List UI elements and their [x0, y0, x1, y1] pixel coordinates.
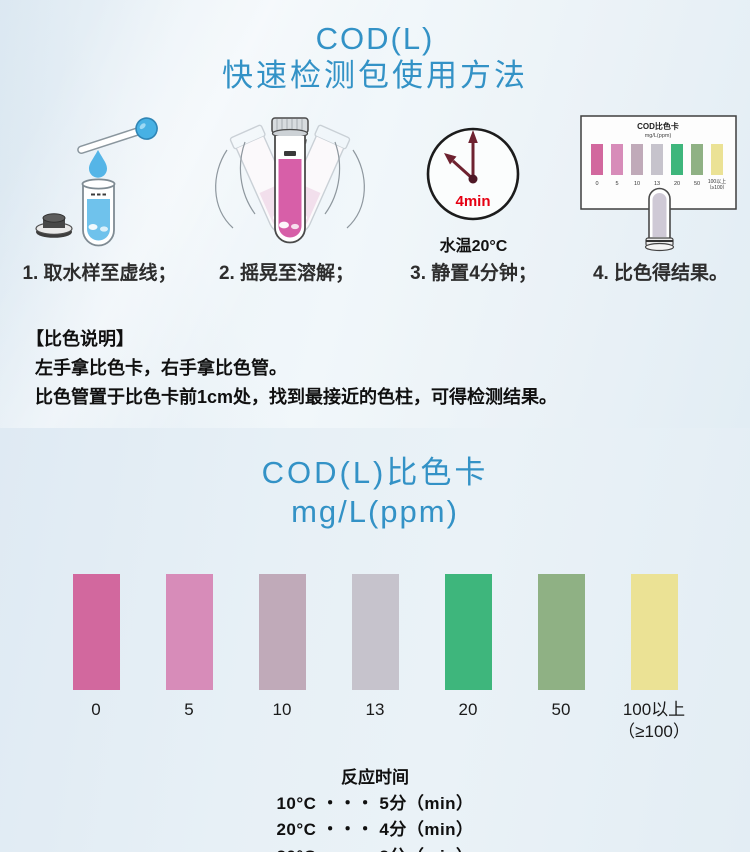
swatch-6-label-line1: 100以上 — [622, 699, 686, 719]
swatch-2 — [258, 573, 306, 690]
swatch-4-label: 20 — [458, 699, 478, 719]
swatch-col-3: 13 — [351, 573, 399, 743]
mini-swatch-1 — [611, 143, 623, 175]
swatch-1 — [165, 573, 213, 690]
color-card-unit: mg/L(ppm) — [291, 493, 459, 529]
step-4: COD比色卡 mg/L(ppm) 0 5 10 1 — [567, 106, 750, 285]
swatch-col-4: 20 — [444, 573, 492, 743]
color-card-title: COD(L)比色卡 — [261, 455, 489, 490]
reaction-time-line-10c: 10°C ・・・ 5分（min） — [276, 794, 474, 814]
swatch-col-0: 0 — [72, 573, 120, 743]
reaction-time-block: 反应时间 10°C ・・・ 5分（min） 20°C ・・・ 4分（min） 3… — [0, 765, 750, 852]
clock-time-label: 4min — [455, 193, 490, 210]
swatch-5 — [537, 573, 585, 690]
mini-swatch-6 — [711, 143, 723, 175]
swatch-0-label: 0 — [91, 699, 101, 719]
mini-swatch-0 — [591, 143, 603, 175]
step-2-illustration — [193, 106, 380, 252]
step-4-illustration: COD比色卡 mg/L(ppm) 0 5 10 1 — [567, 106, 750, 252]
mini-swatch-6-label: 100以上 — [708, 178, 726, 185]
swatch-4 — [444, 573, 492, 690]
step-2: 2. 摇晃至溶解； — [193, 106, 380, 285]
steps-row: 1. 取水样至虚线； — [0, 106, 750, 285]
header: COD(L) 快速检测包使用方法 — [0, 0, 750, 96]
swatch-5-label: 50 — [551, 699, 571, 719]
mini-card-subtitle: mg/L(ppm) — [645, 133, 672, 139]
test-tube-icon — [81, 178, 116, 247]
step-3-illustration: 4min — [380, 106, 567, 252]
dropper-icon — [77, 117, 158, 154]
color-card-section: COD(L)比色卡 mg/L(ppm) 0 5 10 13 20 — [0, 428, 750, 852]
mini-swatch-3 — [651, 143, 663, 175]
reaction-time-line-30c: 30°C ・・・ 3分（min） — [276, 844, 473, 852]
mini-swatch-3-label: 13 — [654, 181, 660, 187]
swatch-3 — [351, 573, 399, 690]
sample-tube-illustration — [35, 117, 158, 247]
mini-swatch-4 — [671, 143, 683, 175]
usage-method-title: 快速检测包使用方法 — [222, 58, 528, 94]
swatch-col-6: 100以上 （≥100） — [618, 573, 690, 743]
mini-swatch-5-label: 50 — [694, 181, 700, 187]
step-1: 1. 取水样至虚线； — [6, 106, 193, 285]
water-temp-label: 水温20°C — [439, 237, 508, 255]
usage-section: COD(L) 快速检测包使用方法 — [0, 0, 750, 428]
mini-swatch-2-label: 10 — [634, 181, 640, 187]
step-3-caption: 3. 静置4分钟； — [410, 262, 537, 284]
reaction-time-inner: 反应时间 10°C ・・・ 5分（min） 20°C ・・・ 4分（min） 3… — [276, 765, 473, 852]
swatch-row: 0 5 10 13 20 50 — [0, 573, 750, 743]
step-1-caption: 1. 取水样至虚线； — [22, 262, 177, 284]
swatch-col-5: 50 — [537, 573, 585, 743]
motion-lines-icon — [215, 141, 365, 229]
swatch-col-1: 5 — [165, 573, 213, 743]
reaction-time-heading: 反应时间 — [340, 767, 409, 787]
swatch-6-label-line2: （≥100） — [618, 721, 690, 741]
swatch-6 — [630, 573, 678, 690]
comparison-instructions: 【比色说明】 左手拿比色卡，右手拿比色管。 比色管置于比色卡前1cm处，找到最接… — [26, 325, 750, 411]
mini-color-card-illustration: COD比色卡 mg/L(ppm) 0 5 10 1 — [580, 115, 737, 252]
swatch-1-label: 5 — [184, 699, 194, 719]
step-4-caption: 4. 比色得结果。 — [592, 262, 729, 284]
tube-cap-icon — [35, 213, 73, 238]
reaction-time-line-20c: 20°C ・・・ 4分（min） — [276, 820, 474, 840]
step-3: 4min 水温20°C 3. 静置4分钟； — [380, 106, 567, 285]
mini-swatch-0-label: 0 — [595, 181, 598, 187]
swatch-col-2: 10 — [258, 573, 306, 743]
comparison-tube-icon — [644, 187, 675, 252]
mini-card-title: COD比色卡 — [637, 121, 679, 131]
color-card-header: COD(L)比色卡 mg/L(ppm) — [0, 428, 750, 532]
mini-swatch-5 — [691, 143, 703, 175]
swatch-0 — [72, 573, 120, 690]
instructions-line-1: 左手拿比色卡，右手拿比色管。 — [35, 357, 287, 378]
water-drop-icon — [89, 149, 107, 178]
mini-swatch-1-label: 5 — [615, 181, 618, 187]
reagent-tube-icon — [271, 117, 309, 244]
mini-swatch-2 — [631, 143, 643, 175]
product-title: COD(L) — [315, 21, 435, 56]
step-1-illustration — [6, 106, 193, 252]
swatch-3-label: 13 — [365, 699, 385, 719]
shake-tube-illustration — [215, 117, 365, 244]
mini-swatch-4-label: 20 — [674, 181, 680, 187]
swatch-2-label: 10 — [272, 699, 292, 719]
swatch-6-label: 100以上 （≥100） — [618, 699, 690, 743]
instructions-heading: 【比色说明】 — [26, 328, 134, 349]
step-2-caption: 2. 摇晃至溶解； — [218, 262, 355, 284]
clock-icon: 4min — [426, 127, 520, 221]
instructions-line-2: 比色管置于比色卡前1cm处，找到最接近的色柱，可得检测结果。 — [35, 386, 558, 407]
clock-illustration: 4min — [426, 127, 520, 221]
mini-swatch-6-label2: （≥100） — [706, 185, 727, 191]
